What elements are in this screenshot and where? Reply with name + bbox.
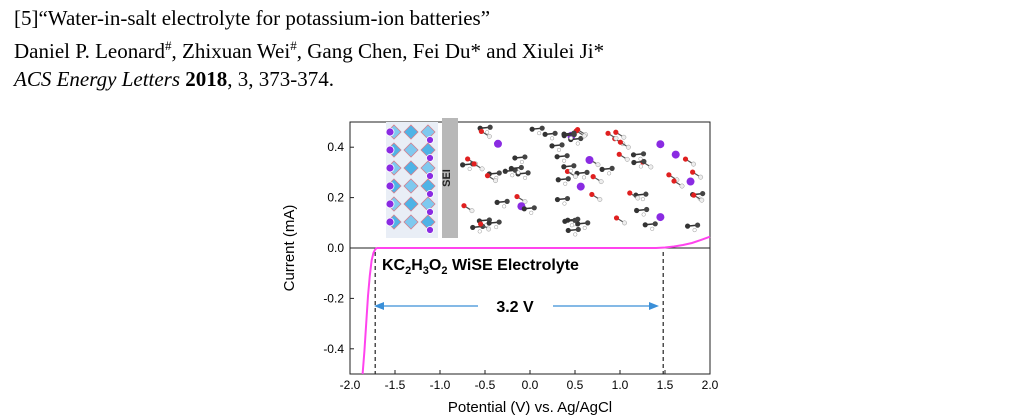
x-tick-label: 2.0: [702, 378, 719, 392]
publication-year: 2018: [185, 67, 228, 91]
x-tick-label: -0.5: [475, 378, 496, 392]
citation: [5]“Water-in-salt electrolyte for potass…: [14, 4, 604, 93]
x-tick-label: 1.0: [612, 378, 629, 392]
x-tick-label: 0.0: [522, 378, 539, 392]
citation-title: [5]“Water-in-salt electrolyte for potass…: [14, 6, 491, 30]
window-arrow: [374, 302, 659, 310]
x-tick-label: -2.0: [340, 378, 361, 392]
equal-contribution-mark: #: [290, 38, 297, 53]
electrolyte-molecules: [460, 124, 706, 237]
journal-name: ACS Energy Letters: [14, 67, 181, 91]
equal-contribution-mark: #: [165, 38, 172, 53]
y-tick-label: 0.2: [327, 191, 344, 205]
author-name: Zhixuan Wei: [182, 39, 291, 63]
series-line: [361, 235, 711, 375]
y-tick-label: -0.2: [323, 291, 344, 305]
author-name: Xiulei Ji*: [521, 39, 605, 63]
sei-label: SEI: [441, 169, 453, 187]
y-tick-label: -0.4: [323, 342, 344, 356]
author-name: Gang Chen: [307, 39, 403, 63]
author-name: Fei Du*: [412, 39, 482, 63]
author-name: Daniel P. Leonard: [14, 39, 166, 63]
molecular-inset: SEI: [385, 118, 706, 238]
volume-pages: , 3, 373-374.: [227, 67, 335, 91]
y-tick-label: 0.4: [327, 140, 344, 154]
y-axis-label: Current (mA): [281, 205, 298, 292]
citation-journal-line: ACS Energy Letters 2018, 3, 373-374.: [14, 65, 604, 93]
electrode-crystal: [385, 124, 436, 234]
axis-ticks: -2.0 -1.5 -1.0 -0.5 0.0 0.5 1.0 1.5 2.0 0.4 0.2 0.0…: [323, 140, 718, 392]
x-tick-label: 0.5: [567, 378, 584, 392]
citation-authors: Daniel P. Leonard#, Zhixuan Wei#, Gang C…: [14, 38, 605, 63]
sei-layer: [442, 118, 458, 238]
window-markers: [374, 252, 664, 374]
electrolyte-annotation: KC2H3O2 WiSE Electrolyte: [382, 257, 579, 277]
cv-chart: -2.0 -1.5 -1.0 -0.5 0.0 0.5 1.0 1.5 2.0 0.4 0.2 0.0…: [281, 118, 719, 416]
x-axis-label: Potential (V) vs. Ag/AgCl: [448, 399, 612, 416]
y-tick-label: 0.0: [327, 241, 344, 255]
x-tick-label: -1.5: [385, 378, 406, 392]
window-label: 3.2 V: [496, 299, 534, 316]
x-tick-label: -1.0: [430, 378, 451, 392]
x-tick-label: 1.5: [657, 378, 674, 392]
